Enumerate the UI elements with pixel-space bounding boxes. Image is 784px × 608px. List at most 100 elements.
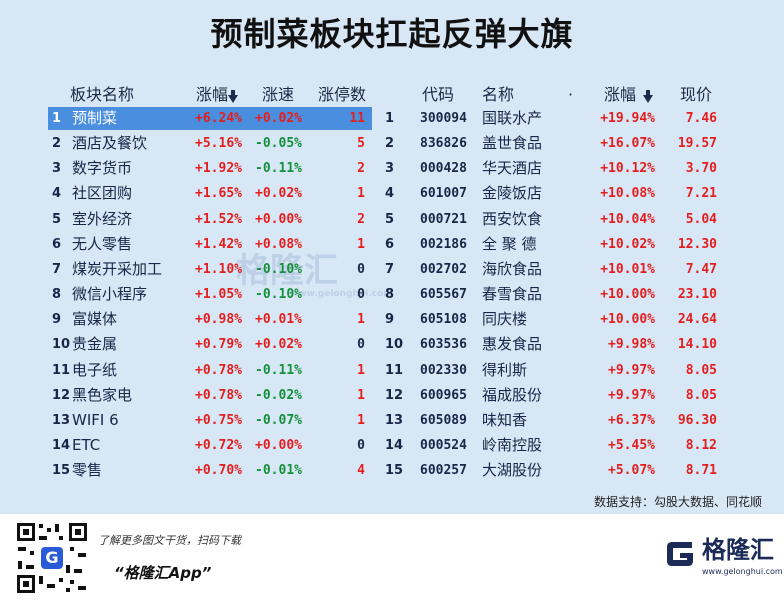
change: +10.12% bbox=[600, 161, 655, 177]
change: +10.08% bbox=[600, 186, 655, 202]
stock-code: 605108 bbox=[420, 312, 467, 328]
title: 预制菜板块扛起反弹大旗 bbox=[210, 15, 574, 53]
change: +10.02% bbox=[600, 236, 655, 252]
rank: 13 bbox=[385, 412, 404, 428]
limit-up-count: 0 bbox=[357, 437, 365, 453]
sector-name: 酒店及餐饮 bbox=[72, 134, 148, 153]
rank: 11 bbox=[385, 362, 404, 378]
sector-name: 黑色家电 bbox=[72, 385, 133, 404]
rank: 12 bbox=[52, 387, 71, 403]
column-header: 涨停数 bbox=[318, 85, 367, 104]
limit-up-count: 1 bbox=[357, 236, 365, 252]
stock-name: 惠发食品 bbox=[482, 335, 543, 354]
limit-up-count: 0 bbox=[357, 261, 365, 277]
column-header: 现价 bbox=[680, 85, 713, 104]
speed: +0.02% bbox=[255, 111, 302, 126]
limit-up-count: 2 bbox=[357, 161, 365, 177]
limit-up-count: 1 bbox=[357, 387, 365, 403]
change: +9.97% bbox=[608, 387, 655, 403]
change: +10.00% bbox=[600, 287, 655, 303]
speed: -0.11% bbox=[255, 161, 302, 177]
stock-name: 华天酒店 bbox=[482, 159, 543, 178]
limit-up-count: 5 bbox=[357, 136, 365, 152]
sector-name: 室外经济 bbox=[72, 209, 133, 228]
stock-code: 002330 bbox=[420, 362, 467, 378]
rank: 11 bbox=[52, 362, 71, 378]
sector-name: 无人零售 bbox=[72, 234, 133, 253]
rank: 2 bbox=[385, 136, 395, 152]
stock-code: 002702 bbox=[420, 261, 467, 277]
rank: 7 bbox=[385, 261, 395, 277]
rank: 6 bbox=[385, 236, 395, 252]
change: +0.78% bbox=[195, 387, 242, 403]
change: +0.72% bbox=[195, 437, 242, 453]
change: +6.24% bbox=[195, 111, 242, 126]
sector-name: 微信小程序 bbox=[72, 285, 148, 304]
stock-name: 盖世食品 bbox=[482, 134, 543, 153]
stock-code: 600965 bbox=[420, 387, 467, 403]
change: +0.70% bbox=[195, 463, 242, 479]
background bbox=[0, 0, 784, 514]
price: 12.30 bbox=[677, 236, 717, 252]
column-header: 涨幅 bbox=[604, 85, 637, 104]
speed: +0.02% bbox=[255, 337, 302, 353]
change: +19.94% bbox=[600, 111, 655, 126]
sort-arrow bbox=[643, 95, 653, 103]
sector-name: 电子纸 bbox=[72, 360, 118, 379]
sector-name: 富媒体 bbox=[72, 310, 118, 329]
price: 19.57 bbox=[677, 136, 717, 152]
stock-name: 西安饮食 bbox=[482, 209, 543, 228]
limit-up-count: 11 bbox=[349, 111, 365, 126]
change: +10.00% bbox=[600, 312, 655, 328]
rank: 4 bbox=[385, 186, 395, 202]
stock-code: 300094 bbox=[420, 111, 467, 126]
stock-name: 得利斯 bbox=[482, 360, 528, 379]
speed: +0.00% bbox=[255, 211, 302, 227]
rank: 5 bbox=[385, 211, 395, 227]
stock-name: 同庆楼 bbox=[482, 310, 528, 329]
price: 7.47 bbox=[685, 261, 717, 277]
stock-code: 605089 bbox=[420, 412, 467, 428]
column-header: 板块名称 bbox=[70, 85, 135, 104]
column-header: · bbox=[568, 85, 574, 104]
rank: 10 bbox=[385, 337, 404, 353]
change: +9.98% bbox=[608, 337, 655, 353]
limit-up-count: 0 bbox=[357, 337, 365, 353]
price: 24.64 bbox=[677, 312, 717, 328]
speed: +0.08% bbox=[255, 236, 302, 252]
price: 8.71 bbox=[685, 463, 717, 479]
speed: +0.00% bbox=[255, 437, 302, 453]
stock-code: 605567 bbox=[420, 287, 467, 303]
app-name: “格隆汇App” bbox=[114, 564, 212, 582]
qr-code: G bbox=[14, 520, 90, 596]
rank: 4 bbox=[52, 186, 62, 202]
column-header: 涨速 bbox=[262, 85, 295, 104]
sector-name: 数字货币 bbox=[72, 159, 133, 178]
sector-name: ETC bbox=[72, 435, 101, 454]
speed: -0.10% bbox=[255, 261, 302, 277]
price: 8.05 bbox=[685, 387, 717, 403]
column-header: 代码 bbox=[422, 85, 455, 104]
rank: 12 bbox=[385, 387, 404, 403]
rank: 8 bbox=[385, 287, 395, 303]
rank: 3 bbox=[52, 161, 62, 177]
change: +9.97% bbox=[608, 362, 655, 378]
rank: 15 bbox=[52, 463, 71, 479]
sector-name: 煤炭开采加工 bbox=[72, 259, 163, 278]
stock-code: 000524 bbox=[420, 437, 467, 453]
price: 5.04 bbox=[685, 211, 717, 227]
rank: 14 bbox=[52, 437, 71, 453]
watermark: 格隆汇 bbox=[236, 251, 338, 291]
change: +6.37% bbox=[608, 412, 655, 428]
sort-arrow bbox=[231, 90, 235, 95]
stock-name: 大湖股份 bbox=[482, 461, 543, 480]
speed: +0.02% bbox=[255, 186, 302, 202]
limit-up-count: 1 bbox=[357, 412, 365, 428]
stock-name: 春雪食品 bbox=[482, 285, 543, 304]
rank: 2 bbox=[52, 136, 62, 152]
sector-name: 贵金属 bbox=[72, 335, 118, 354]
rank: 9 bbox=[52, 312, 62, 328]
limit-up-count: 1 bbox=[357, 362, 365, 378]
change: +10.04% bbox=[600, 211, 655, 227]
change: +0.75% bbox=[195, 412, 242, 428]
